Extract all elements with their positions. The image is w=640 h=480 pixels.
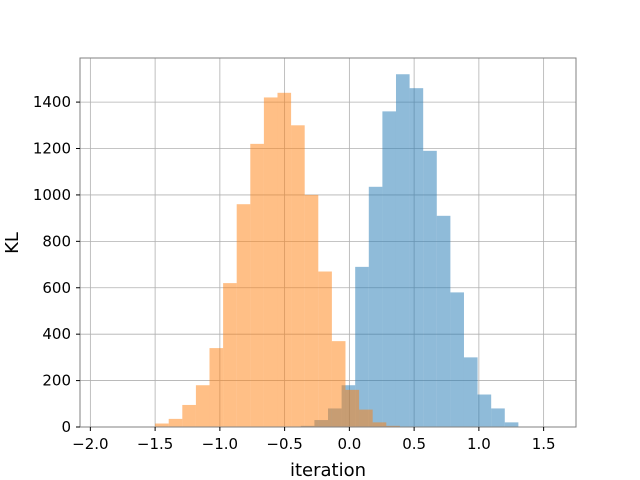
x-tick-label: 0.5 <box>402 435 426 453</box>
y-tick-label: 400 <box>42 325 71 343</box>
y-axis-label: KL <box>2 232 23 254</box>
histogram-bar-series-1 <box>382 111 396 428</box>
histogram-bar-series-1 <box>355 266 369 427</box>
bars-layer <box>155 74 519 428</box>
x-tick-label: −0.5 <box>266 435 302 453</box>
histogram-bar-series-2 <box>345 389 360 427</box>
histogram-bar-series-2 <box>155 423 169 427</box>
y-tick-label: 1000 <box>33 186 71 204</box>
x-axis-label: iteration <box>290 460 366 480</box>
histogram-bar-series-2 <box>386 425 400 427</box>
histogram-bar-series-2 <box>195 385 210 427</box>
histogram-bar-series-2 <box>318 271 332 427</box>
histogram-bar-series-1 <box>436 215 451 427</box>
x-tick-label: 0.0 <box>337 435 361 453</box>
x-tick-label: 1.5 <box>532 435 556 453</box>
y-tick-label: 600 <box>42 279 71 297</box>
axes-layer <box>79 57 577 428</box>
histogram-bar-series-2 <box>236 204 251 427</box>
plot-frame <box>79 57 577 428</box>
histogram-bar-series-2 <box>359 409 373 427</box>
histogram-bar-series-2 <box>372 422 387 427</box>
histogram-bar-series-2 <box>223 283 237 427</box>
histogram-bar-series-1 <box>409 88 424 428</box>
histogram-bar-series-2 <box>291 125 305 428</box>
histogram-bar-series-1 <box>504 422 519 427</box>
histogram-bar-series-1 <box>423 150 437 427</box>
x-tick-label: 1.0 <box>467 435 491 453</box>
y-tick-label: 1400 <box>33 93 71 111</box>
histogram-bar-series-2 <box>331 341 346 427</box>
ticks-layer: −2.0 −1.5 −1.0 −0.5 0.0 0.5 1.0 1.5 0 200 400 600 80… <box>33 93 556 453</box>
histogram-bar-series-1 <box>477 394 492 427</box>
y-tick-label: 0 <box>61 418 71 436</box>
histogram-bar-series-2 <box>250 143 264 427</box>
y-tick-label: 200 <box>42 372 71 390</box>
x-tick-label: −1.0 <box>202 435 238 453</box>
histogram-bar-series-1 <box>368 186 383 427</box>
histogram-bar-series-2 <box>277 92 292 428</box>
histogram-bar-series-2 <box>263 97 278 428</box>
histogram-bar-series-2 <box>209 348 224 427</box>
x-tick-label: −1.5 <box>137 435 173 453</box>
histogram-bar-series-2 <box>168 418 183 427</box>
histogram-bar-series-1 <box>463 357 478 427</box>
histogram-bar-series-2 <box>182 404 196 427</box>
histogram-bar-series-1 <box>450 292 464 427</box>
histogram-bar-series-1 <box>395 74 410 427</box>
histogram-bar-series-2 <box>304 194 319 427</box>
y-tick-label: 1200 <box>33 140 71 158</box>
y-tick-label: 800 <box>42 232 71 250</box>
histogram-bar-series-1 <box>491 408 505 427</box>
x-tick-label: −2.0 <box>72 435 108 453</box>
